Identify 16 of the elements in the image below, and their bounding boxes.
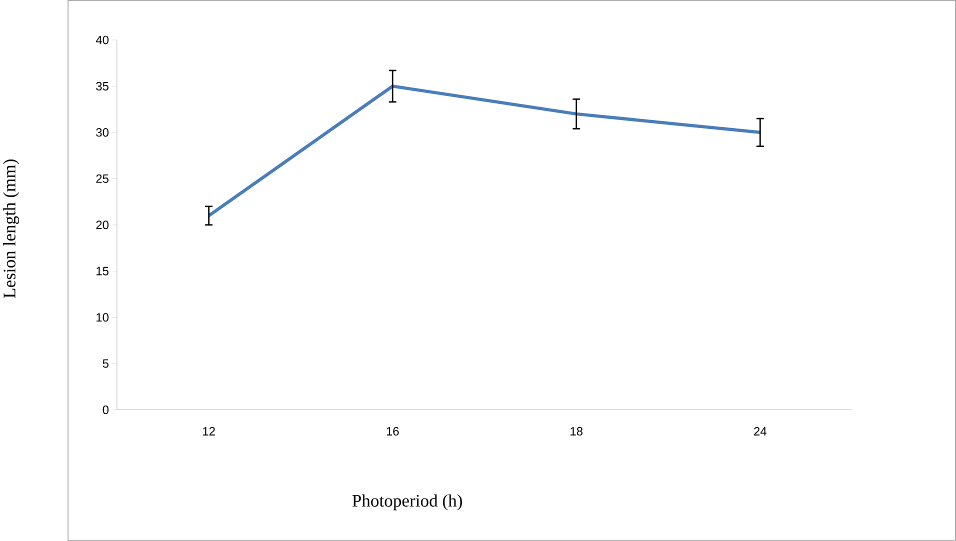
y-tick-label: 20 [96, 220, 109, 230]
y-tick-label: 40 [96, 36, 109, 44]
y-tick-label: 30 [96, 128, 109, 137]
y-tick-label: 25 [96, 174, 109, 183]
x-tick-label: 18 [570, 427, 583, 436]
y-tick-label: 35 [96, 82, 109, 91]
x-tick-label: 12 [203, 427, 215, 436]
line-series [207, 84, 762, 218]
y-tick-label: 5 [102, 359, 109, 368]
x-tick-label: 24 [754, 427, 766, 436]
y-tick-label: 10 [96, 313, 109, 322]
x-axis-title: Photoperiod (h) [352, 494, 462, 510]
x-tick-label: 16 [386, 427, 399, 436]
y-tick-label: 0 [102, 406, 109, 414]
y-tick-label: 15 [96, 266, 109, 276]
y-axis-title: Lesion length (mm) [3, 160, 20, 298]
